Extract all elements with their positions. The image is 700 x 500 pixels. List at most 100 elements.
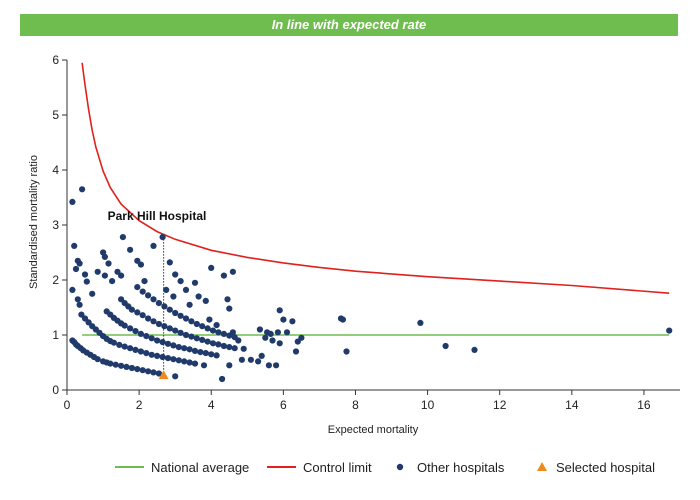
hospital-point (166, 259, 173, 266)
hospital-point (280, 316, 287, 323)
hospital-point (143, 350, 150, 357)
hospital-point (69, 198, 76, 205)
legend-control-limit-label: Control limit (303, 460, 372, 475)
hospital-point (199, 323, 206, 330)
hospital-point (166, 325, 173, 332)
y-ticks: 0 1 2 3 4 5 6 (52, 53, 67, 397)
hospital-point (170, 356, 177, 363)
hospital-point (121, 322, 128, 329)
hospital-point (208, 351, 215, 358)
hospital-point (186, 301, 193, 308)
x-tick-label: 2 (136, 398, 143, 412)
hospital-point (76, 260, 83, 267)
legend-other-hospitals-swatch (396, 463, 404, 471)
selected-hospital-annotation: Park Hill Hospital (108, 209, 207, 223)
hospital-point (202, 297, 209, 304)
hospital-point (69, 286, 76, 293)
hospital-point (204, 338, 211, 345)
x-tick-label: 12 (493, 398, 507, 412)
hospital-point (154, 352, 161, 359)
outcome-banner-text: In line with expected rate (271, 17, 427, 32)
hospital-point (163, 286, 170, 293)
x-tick-label: 6 (280, 398, 287, 412)
y-tick-label: 1 (52, 328, 59, 342)
hospital-point (159, 353, 166, 361)
hospital-point (139, 367, 146, 374)
hospital-point (154, 337, 161, 344)
hospital-point (186, 346, 193, 353)
hospital-point (72, 265, 80, 273)
hospital-point (276, 340, 283, 347)
hospital-point (134, 366, 141, 373)
x-tick-label: 16 (637, 398, 651, 412)
hospital-point (181, 345, 188, 352)
hospital-point (258, 352, 265, 359)
hospital-point (170, 342, 177, 349)
hospital-point (188, 333, 195, 340)
hospital-point (177, 278, 184, 285)
hospital-point (229, 268, 236, 275)
other-hospitals-points (69, 186, 673, 383)
hospital-point (134, 309, 141, 316)
x-tick-label: 4 (208, 398, 215, 412)
hospital-point (101, 253, 108, 260)
hospital-point (170, 293, 177, 300)
hospital-point (206, 316, 213, 323)
selected-hospital-marker (158, 370, 169, 380)
hospital-point (220, 342, 227, 350)
hospital-point (219, 375, 226, 383)
hospital-point (175, 357, 182, 364)
hospital-point (145, 368, 152, 375)
hospital-point (193, 335, 200, 342)
hospital-point (101, 272, 108, 279)
legend-selected-hospital-label: Selected hospital (556, 460, 655, 475)
x-axis-title: Expected mortality (328, 424, 419, 436)
hospital-point (209, 340, 217, 347)
hospital-point (134, 284, 141, 291)
hospital-point (172, 327, 179, 334)
legend-other-hospitals-label: Other hospitals (417, 460, 505, 475)
hospital-point (191, 279, 199, 286)
hospital-point (107, 360, 114, 367)
hospital-point (197, 349, 204, 356)
hospital-point (118, 362, 125, 369)
hospital-point (262, 334, 269, 341)
hospital-point (199, 336, 206, 343)
hospital-point (79, 186, 86, 193)
hospital-point (110, 339, 117, 346)
hospital-point (128, 306, 135, 313)
hospital-point (442, 342, 449, 350)
hospital-point (213, 352, 220, 359)
hospital-point (89, 290, 96, 297)
hospital-point (127, 246, 134, 253)
hospital-point (238, 356, 245, 363)
hospital-point (137, 348, 144, 355)
hospital-point (81, 315, 89, 322)
hospital-point (139, 288, 146, 295)
hospital-point (226, 305, 233, 312)
outcome-banner: In line with expected rate (20, 14, 678, 36)
hospital-point (71, 242, 78, 249)
hospital-point (132, 346, 139, 353)
hospital-point (172, 309, 179, 317)
hospital-point (200, 362, 208, 369)
hospital-point (172, 373, 179, 380)
hospital-point (247, 356, 254, 363)
x-tick-label: 14 (565, 398, 579, 412)
hospital-point (215, 329, 222, 336)
hospital-point (143, 333, 150, 340)
hospital-point (298, 334, 305, 341)
hospital-point (267, 330, 274, 337)
x-tick-label: 0 (64, 398, 71, 412)
hospital-point (292, 348, 300, 355)
y-tick-label: 4 (52, 163, 59, 177)
hospital-point (274, 329, 281, 336)
hospital-point (209, 327, 217, 334)
legend-national-average-label: National average (151, 460, 249, 475)
hospital-point (213, 322, 220, 329)
hospital-point (224, 296, 231, 303)
hospital-point (155, 300, 162, 307)
hospital-point (182, 315, 190, 322)
hospital-point (471, 346, 478, 353)
x-tick-label: 10 (421, 398, 435, 412)
